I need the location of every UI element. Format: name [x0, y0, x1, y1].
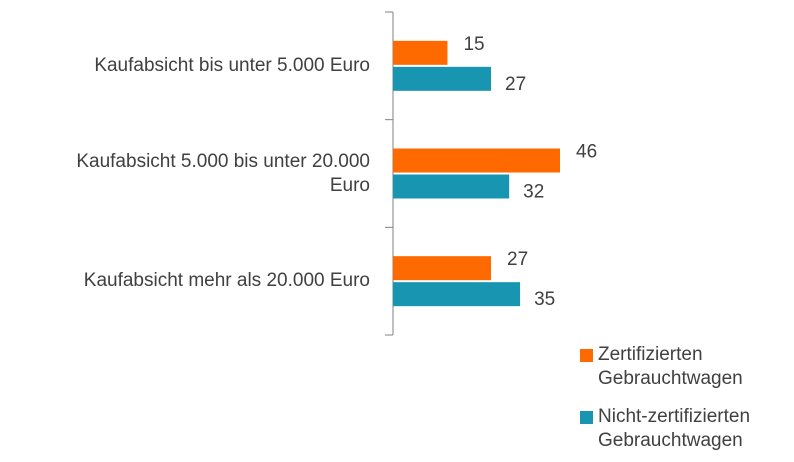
category-label: Kaufabsicht bis unter 5.000 Euro: [94, 54, 370, 76]
category-label: Kaufabsicht mehr als 20.000 Euro: [83, 270, 370, 292]
category-label: Kaufabsicht 5.000 bis unter 20.000 Euro: [76, 150, 370, 196]
value-label: 46: [576, 142, 597, 163]
bar: [393, 40, 448, 65]
legend-swatch: [580, 411, 593, 424]
value-label: 32: [523, 182, 544, 203]
bar: [393, 282, 521, 307]
bar: [393, 256, 492, 281]
value-label: 27: [505, 74, 526, 95]
bar: [393, 66, 492, 91]
value-label: 35: [534, 289, 555, 310]
value-label: 15: [463, 34, 484, 55]
legend-label: Zertifizierten Gebrauchtwagen: [598, 344, 743, 389]
legend-label: Nicht-zertifizierten Gebrauchtwagen: [598, 406, 751, 451]
bar: [393, 148, 560, 173]
bar: [393, 174, 510, 199]
value-label: 27: [507, 249, 528, 270]
legend-swatch: [580, 349, 593, 362]
